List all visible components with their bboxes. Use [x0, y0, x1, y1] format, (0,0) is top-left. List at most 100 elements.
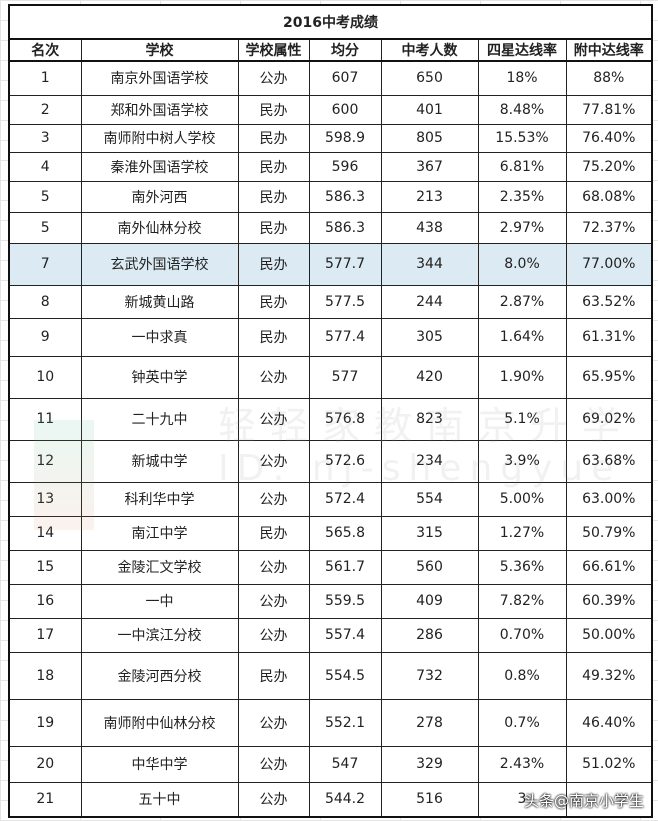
table-cell: 秦淮外国语学校 [80, 151, 239, 182]
table-cell: 20 [8, 745, 82, 783]
table-cell: 286 [380, 617, 479, 653]
table-title: 2016中考成绩 [8, 4, 653, 40]
column-header: 均分 [308, 38, 382, 62]
table-row: 17 一中滨江分校 公办 557.4 286 0.70% 50.00% [8, 617, 653, 653]
table-cell: 18% [477, 60, 567, 96]
table-cell: 577.7 [308, 242, 382, 286]
table-cell: 2.97% [477, 211, 567, 244]
table-row: 5 南外河西 民办 586.3 213 2.35% 68.08% [8, 180, 653, 213]
table-cell: 650 [380, 60, 479, 96]
table-cell: 新城黄山路 [80, 284, 239, 319]
table-cell: 公办 [237, 698, 310, 747]
table-row: 15 金陵汇文学校 公办 561.7 560 5.36% 66.61% [8, 549, 653, 585]
table-cell: 民办 [237, 651, 310, 700]
table-cell: 5 [8, 180, 82, 213]
table-cell: 5.00% [477, 481, 567, 517]
table-cell: 民办 [237, 317, 310, 357]
table-row: 19 南师附中仙林分校 公办 552.1 278 0.7% 46.40% [8, 698, 653, 747]
table-cell: 南外河西 [80, 180, 239, 213]
table-cell: 南京外国语学校 [80, 60, 239, 96]
table-cell: 8 [8, 284, 82, 319]
table-cell: 3 [477, 781, 567, 818]
table-cell: 民办 [237, 151, 310, 182]
table-cell: 823 [380, 397, 479, 441]
table-cell: 547 [308, 745, 382, 783]
table-cell: 公办 [237, 439, 310, 483]
table-row: 2 郑和外国语学校 民办 600 401 8.48% 77.81% [8, 94, 653, 125]
table-cell: 367 [380, 151, 479, 182]
table-cell: 11 [8, 397, 82, 441]
table-cell: 二十九中 [80, 397, 239, 441]
table-row: 18 金陵河西分校 民办 554.5 732 0.8% 49.32% [8, 651, 653, 700]
table-cell: 50.00% [565, 617, 653, 653]
table-cell: 公办 [237, 745, 310, 783]
table-cell: 68.08% [565, 180, 653, 213]
table-row: 9 一中求真 民办 577.4 305 1.64% 61.31% [8, 317, 653, 357]
table-cell: 10 [8, 355, 82, 399]
table-cell: 公办 [237, 60, 310, 96]
table-cell: 600 [308, 94, 382, 125]
table-cell: 69.02% [565, 397, 653, 441]
table-cell: 3 [8, 123, 82, 153]
table-cell: 554.5 [308, 651, 382, 700]
table-cell: 一中求真 [80, 317, 239, 357]
table-row: 7 玄武外国语学校 民办 577.7 344 8.0% 77.00% [8, 242, 653, 286]
table-cell: 76.40% [565, 123, 653, 153]
table-cell: 民办 [237, 242, 310, 286]
table-cell: 南师附中树人学校 [80, 123, 239, 153]
table-cell: 561.7 [308, 549, 382, 585]
table-row: 5 南外仙林分校 民办 586.3 438 2.97% 72.37% [8, 211, 653, 244]
table-cell: 0.8% [477, 651, 567, 700]
table-cell: 805 [380, 123, 479, 153]
table-cell: 315 [380, 515, 479, 551]
table-cell: 75.20% [565, 151, 653, 182]
table-row: 21 五十中 公办 544.2 516 3 [8, 781, 653, 818]
table-cell: 234 [380, 439, 479, 483]
table-row: 16 一中 公办 559.5 409 7.82% 60.39% [8, 583, 653, 619]
table-cell: 2.35% [477, 180, 567, 213]
table-cell: 572.6 [308, 439, 382, 483]
table-cell: 12 [8, 439, 82, 483]
table-cell: 1 [8, 60, 82, 96]
table-cell: 607 [308, 60, 382, 96]
table-cell: 18 [8, 651, 82, 700]
table-cell: 民办 [237, 515, 310, 551]
table-cell: 民办 [237, 180, 310, 213]
table-cell: 66.61% [565, 549, 653, 585]
table-cell: 民办 [237, 211, 310, 244]
table-cell: 50.79% [565, 515, 653, 551]
table-row: 13 科利华中学 公办 572.4 554 5.00% 63.00% [8, 481, 653, 517]
table-cell: 49.32% [565, 651, 653, 700]
table-cell: 401 [380, 94, 479, 125]
table-cell: 9 [8, 317, 82, 357]
table-cell: 88% [565, 60, 653, 96]
table-cell: 4 [8, 151, 82, 182]
table-row: 12 新城中学 公办 572.6 234 3.9% 63.68% [8, 439, 653, 483]
table-cell: 新城中学 [80, 439, 239, 483]
table-row: 3 南师附中树人学校 民办 598.9 805 15.53% 76.40% [8, 123, 653, 153]
column-header: 学校 [80, 38, 239, 62]
table-cell: 南江中学 [80, 515, 239, 551]
column-header: 附中达线率 [565, 38, 653, 62]
table-cell: 72.37% [565, 211, 653, 244]
table-cell: 南外仙林分校 [80, 211, 239, 244]
table-cell: 一中 [80, 583, 239, 619]
table-cell: 77.00% [565, 242, 653, 286]
table-cell: 552.1 [308, 698, 382, 747]
table-row: 4 秦淮外国语学校 民办 596 367 6.81% 75.20% [8, 151, 653, 182]
table-cell: 577.5 [308, 284, 382, 319]
table-cell: 6.81% [477, 151, 567, 182]
table-cell: 554 [380, 481, 479, 517]
table-cell: 公办 [237, 781, 310, 818]
table-row: 10 钟英中学 公办 577 420 1.90% 65.95% [8, 355, 653, 399]
table-cell: 559.5 [308, 583, 382, 619]
table-cell [565, 781, 653, 818]
table-cell: 16 [8, 583, 82, 619]
table-cell: 329 [380, 745, 479, 783]
table-cell: 596 [308, 151, 382, 182]
table-row: 8 新城黄山路 民办 577.5 244 2.87% 63.52% [8, 284, 653, 319]
table-cell: 0.70% [477, 617, 567, 653]
table-cell: 公办 [237, 617, 310, 653]
table-cell: 公办 [237, 583, 310, 619]
table-cell: 郑和外国语学校 [80, 94, 239, 125]
